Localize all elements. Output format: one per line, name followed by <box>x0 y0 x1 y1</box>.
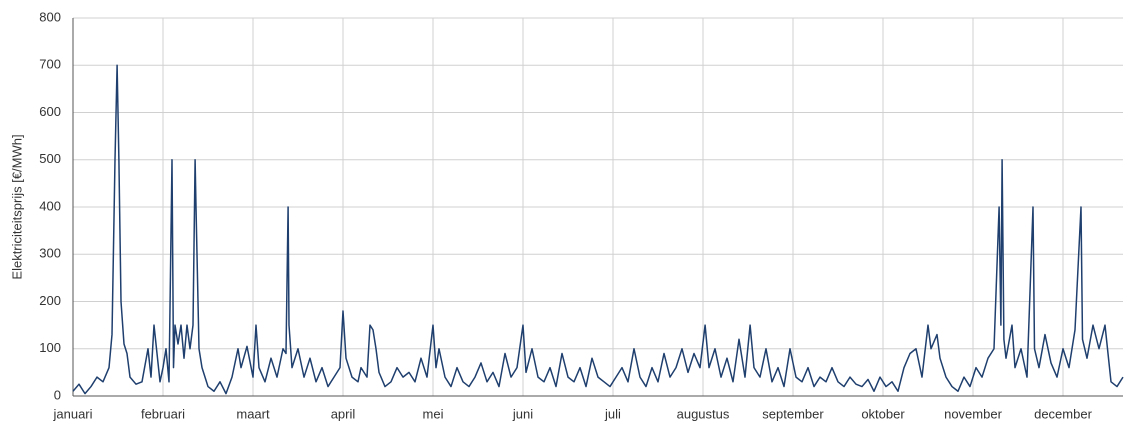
y-tick-label: 600 <box>39 104 61 119</box>
x-tick-label: september <box>762 406 824 421</box>
x-tick-label: oktober <box>861 406 905 421</box>
y-tick-label: 700 <box>39 57 61 72</box>
x-tick-label: maart <box>236 406 270 421</box>
y-tick-label: 800 <box>39 9 61 24</box>
price-line <box>72 64 1124 395</box>
y-tick-label: 0 <box>54 387 61 402</box>
x-tick-label: mei <box>423 406 444 421</box>
y-axis-label: Elektriciteitsprijs [€/MWh] <box>9 134 24 279</box>
x-tick-label: juli <box>604 406 621 421</box>
y-tick-label: 500 <box>39 151 61 166</box>
y-tick-label: 400 <box>39 198 61 213</box>
x-tick-label: februari <box>141 406 185 421</box>
x-tick-label: december <box>1034 406 1092 421</box>
x-tick-label: april <box>331 406 356 421</box>
x-tick-label: augustus <box>677 406 730 421</box>
x-tick-label: juni <box>512 406 533 421</box>
y-tick-label: 300 <box>39 246 61 261</box>
x-tick-label: november <box>944 406 1002 421</box>
x-tick-label: januari <box>52 406 92 421</box>
y-tick-label: 200 <box>39 293 61 308</box>
y-tick-label: 100 <box>39 340 61 355</box>
